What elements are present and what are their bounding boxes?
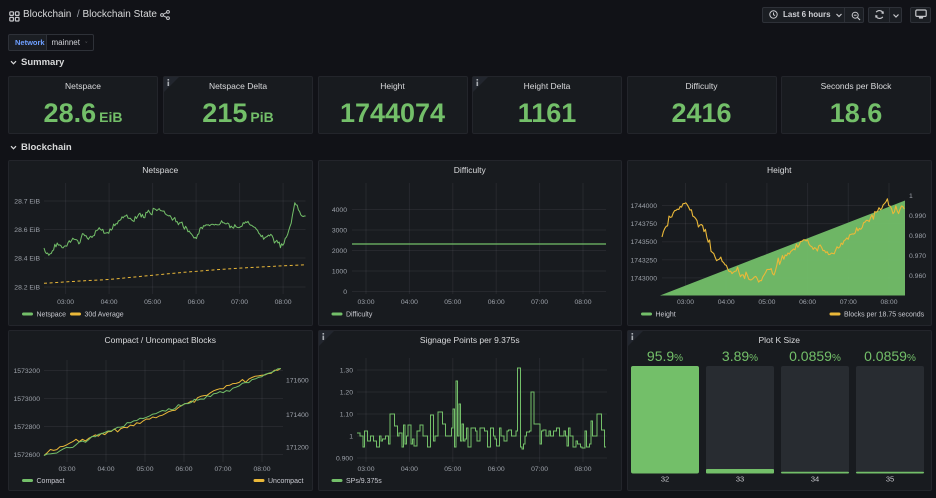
svg-text:0.990: 0.990: [909, 213, 926, 220]
svg-text:Compact: Compact: [37, 478, 65, 485]
svg-text:1744000: 1744000: [631, 203, 658, 210]
svg-text:05:00: 05:00: [144, 299, 161, 306]
svg-text:1743000: 1743000: [631, 275, 658, 282]
svg-text:30d Average: 30d Average: [85, 312, 124, 319]
svg-text:07:00: 07:00: [840, 299, 857, 306]
svg-text:1743750: 1743750: [631, 221, 658, 228]
svg-text:Difficulty: Difficulty: [346, 312, 373, 319]
svg-text:Uncompact: Uncompact: [268, 478, 303, 485]
svg-text:06:00: 06:00: [175, 466, 192, 473]
svg-text:Height: Height: [656, 312, 676, 319]
svg-text:28.4 EiB: 28.4 EiB: [14, 256, 40, 263]
svg-text:07:00: 07:00: [531, 299, 548, 306]
svg-text:08:00: 08:00: [253, 466, 270, 473]
svg-text:05:00: 05:00: [444, 466, 461, 473]
svg-text:Blocks per 18.75 seconds: Blocks per 18.75 seconds: [844, 312, 925, 319]
svg-text:4000: 4000: [332, 207, 347, 214]
svg-text:06:00: 06:00: [488, 466, 505, 473]
svg-text:1572600: 1572600: [14, 452, 41, 459]
svg-text:1: 1: [909, 193, 913, 200]
svg-text:1743500: 1743500: [631, 239, 658, 246]
svg-text:Netspace: Netspace: [37, 312, 67, 319]
svg-text:2000: 2000: [332, 248, 347, 255]
svg-text:1573000: 1573000: [14, 396, 41, 403]
svg-text:28.7 EiB: 28.7 EiB: [14, 199, 40, 206]
svg-text:07:00: 07:00: [531, 466, 548, 473]
svg-text:3.89%: 3.89%: [722, 348, 758, 364]
svg-text:08:00: 08:00: [574, 466, 591, 473]
svg-text:171200: 171200: [286, 445, 309, 452]
svg-text:28.2 EiB: 28.2 EiB: [14, 285, 40, 292]
svg-text:03:00: 03:00: [57, 299, 74, 306]
svg-text:0.970: 0.970: [909, 253, 926, 260]
svg-text:07:00: 07:00: [214, 466, 231, 473]
svg-text:05:00: 05:00: [758, 299, 775, 306]
svg-text:06:00: 06:00: [799, 299, 816, 306]
svg-text:1.10: 1.10: [340, 412, 353, 419]
svg-text:33: 33: [736, 475, 744, 484]
svg-text:06:00: 06:00: [188, 299, 205, 306]
svg-text:03:00: 03:00: [357, 466, 374, 473]
svg-text:34: 34: [811, 475, 819, 484]
svg-text:0: 0: [343, 289, 347, 296]
svg-text:06:00: 06:00: [488, 299, 505, 306]
svg-text:SPs/9.375s: SPs/9.375s: [346, 478, 382, 485]
svg-text:04:00: 04:00: [97, 466, 114, 473]
svg-text:1573200: 1573200: [14, 368, 41, 375]
svg-text:08:00: 08:00: [275, 299, 292, 306]
svg-text:0.0859%: 0.0859%: [864, 348, 916, 364]
svg-text:07:00: 07:00: [231, 299, 248, 306]
svg-text:05:00: 05:00: [444, 299, 461, 306]
svg-text:171400: 171400: [286, 412, 309, 419]
svg-text:3000: 3000: [332, 228, 347, 235]
svg-text:0.960: 0.960: [909, 273, 926, 280]
svg-text:32: 32: [661, 475, 669, 484]
svg-text:04:00: 04:00: [101, 299, 118, 306]
svg-text:03:00: 03:00: [677, 299, 694, 306]
svg-text:171600: 171600: [286, 378, 309, 385]
svg-text:95.9%: 95.9%: [647, 348, 683, 364]
svg-text:0.0859%: 0.0859%: [789, 348, 841, 364]
svg-text:04:00: 04:00: [718, 299, 735, 306]
svg-text:05:00: 05:00: [136, 466, 153, 473]
svg-text:1743250: 1743250: [631, 257, 658, 264]
svg-text:28.6 EiB: 28.6 EiB: [14, 227, 40, 234]
svg-text:0.900: 0.900: [336, 456, 353, 463]
svg-text:08:00: 08:00: [574, 299, 591, 306]
svg-text:04:00: 04:00: [401, 299, 418, 306]
svg-text:08:00: 08:00: [880, 299, 897, 306]
svg-text:0.980: 0.980: [909, 233, 926, 240]
svg-text:1.20: 1.20: [340, 390, 353, 397]
svg-text:35: 35: [886, 475, 894, 484]
svg-text:04:00: 04:00: [401, 466, 418, 473]
svg-text:03:00: 03:00: [58, 466, 75, 473]
svg-text:1: 1: [349, 434, 353, 441]
svg-text:1572800: 1572800: [14, 424, 41, 431]
svg-text:1000: 1000: [332, 269, 347, 276]
svg-text:1.30: 1.30: [340, 368, 353, 375]
svg-text:03:00: 03:00: [357, 299, 374, 306]
